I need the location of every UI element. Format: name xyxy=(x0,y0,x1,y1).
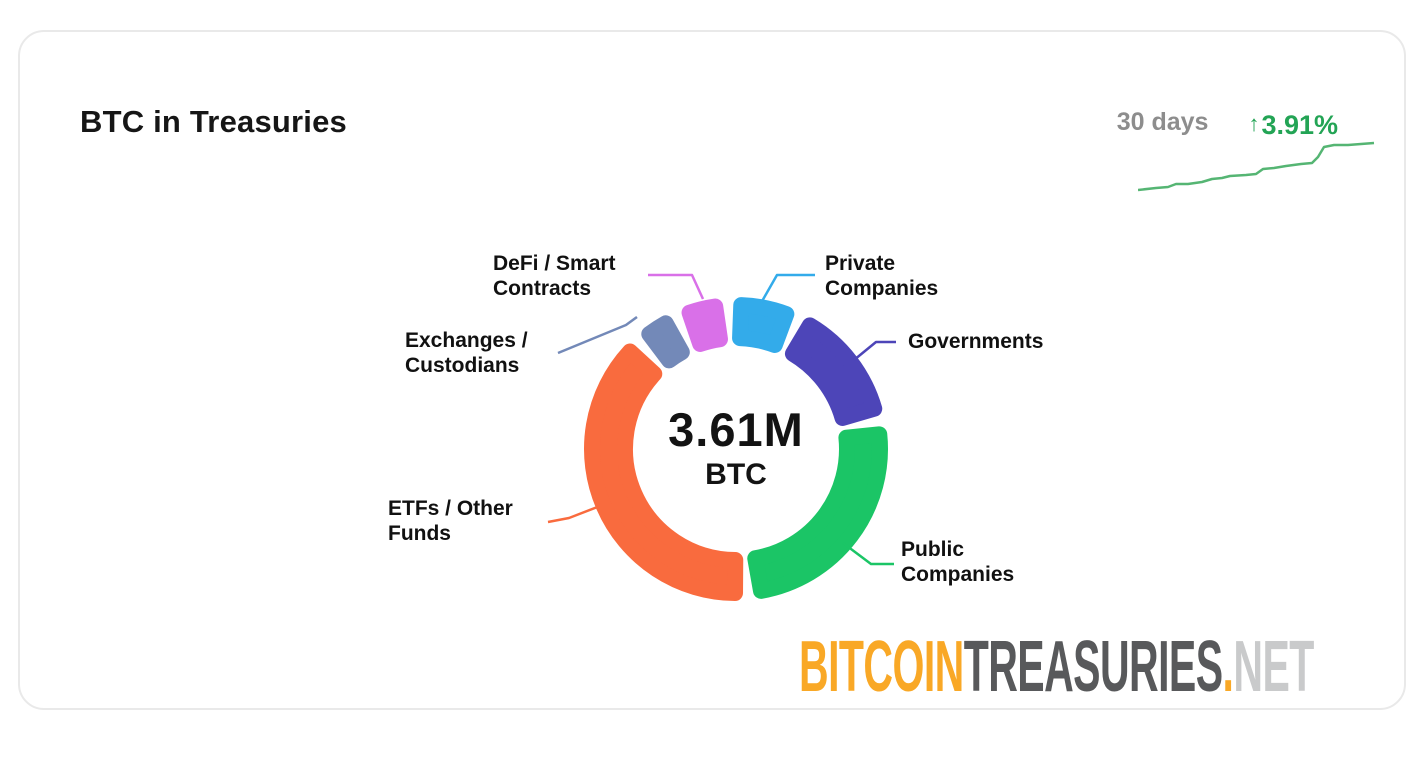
logo-dot: . xyxy=(1222,627,1234,707)
logo-treasuries-text: TREASURIES xyxy=(963,627,1223,707)
total-btc-unit: BTC xyxy=(705,458,767,491)
segment-private-companies[interactable] xyxy=(732,297,795,354)
leader-line-private-companies xyxy=(759,273,815,304)
segment-exchanges-custodians[interactable] xyxy=(641,315,690,369)
leader-line-public-companies xyxy=(842,542,894,566)
segment-public-companies[interactable] xyxy=(747,426,888,599)
trend-change: ↑ 3.91% xyxy=(1248,110,1338,141)
donut-chart[interactable] xyxy=(20,32,1424,760)
up-arrow-icon: ↑ xyxy=(1248,111,1260,136)
leader-line-exchanges-custodians xyxy=(557,315,638,355)
segment-label-governments: Governments xyxy=(908,330,1044,353)
segment-label-exchanges-custodians: Exchanges / Custodians xyxy=(405,329,528,377)
bitcointreasuries-logo: BITCOINTREASURIES.NET xyxy=(799,626,1314,708)
chart-center-total: 3.61M BTC xyxy=(611,402,861,492)
logo-bitcoin-text: BITCOIN xyxy=(799,627,964,707)
segment-label-etfs-other-funds: ETFs / Other Funds xyxy=(388,497,513,545)
segment-label-defi-smart-contracts: DeFi / Smart Contracts xyxy=(493,252,616,300)
btc-treasuries-card: BTC in Treasuries 30 days ↑ 3.91% 3.61M B… xyxy=(18,30,1406,710)
segment-label-public-companies: Public Companies xyxy=(901,538,1015,586)
page-title: BTC in Treasuries xyxy=(80,104,347,139)
segment-label-private-companies: Private Companies xyxy=(825,252,939,300)
logo-net-text: NET xyxy=(1233,627,1314,707)
sparkline-path xyxy=(1138,141,1375,192)
trend-change-value: 3.91% xyxy=(1261,110,1338,140)
trend-summary: 30 days ↑ 3.91% xyxy=(1117,108,1338,141)
leader-line-defi-smart-contracts xyxy=(648,273,705,300)
trend-period-label: 30 days xyxy=(1116,108,1209,136)
segment-governments[interactable] xyxy=(784,317,883,426)
leader-line-governments xyxy=(853,340,896,361)
leader-line-etfs-other-funds xyxy=(547,504,601,524)
trend-sparkline xyxy=(1138,141,1375,192)
segment-etfs-other-funds[interactable] xyxy=(584,343,744,601)
segment-defi-smart-contracts[interactable] xyxy=(681,298,728,352)
total-btc-value: 3.61M xyxy=(668,403,804,456)
